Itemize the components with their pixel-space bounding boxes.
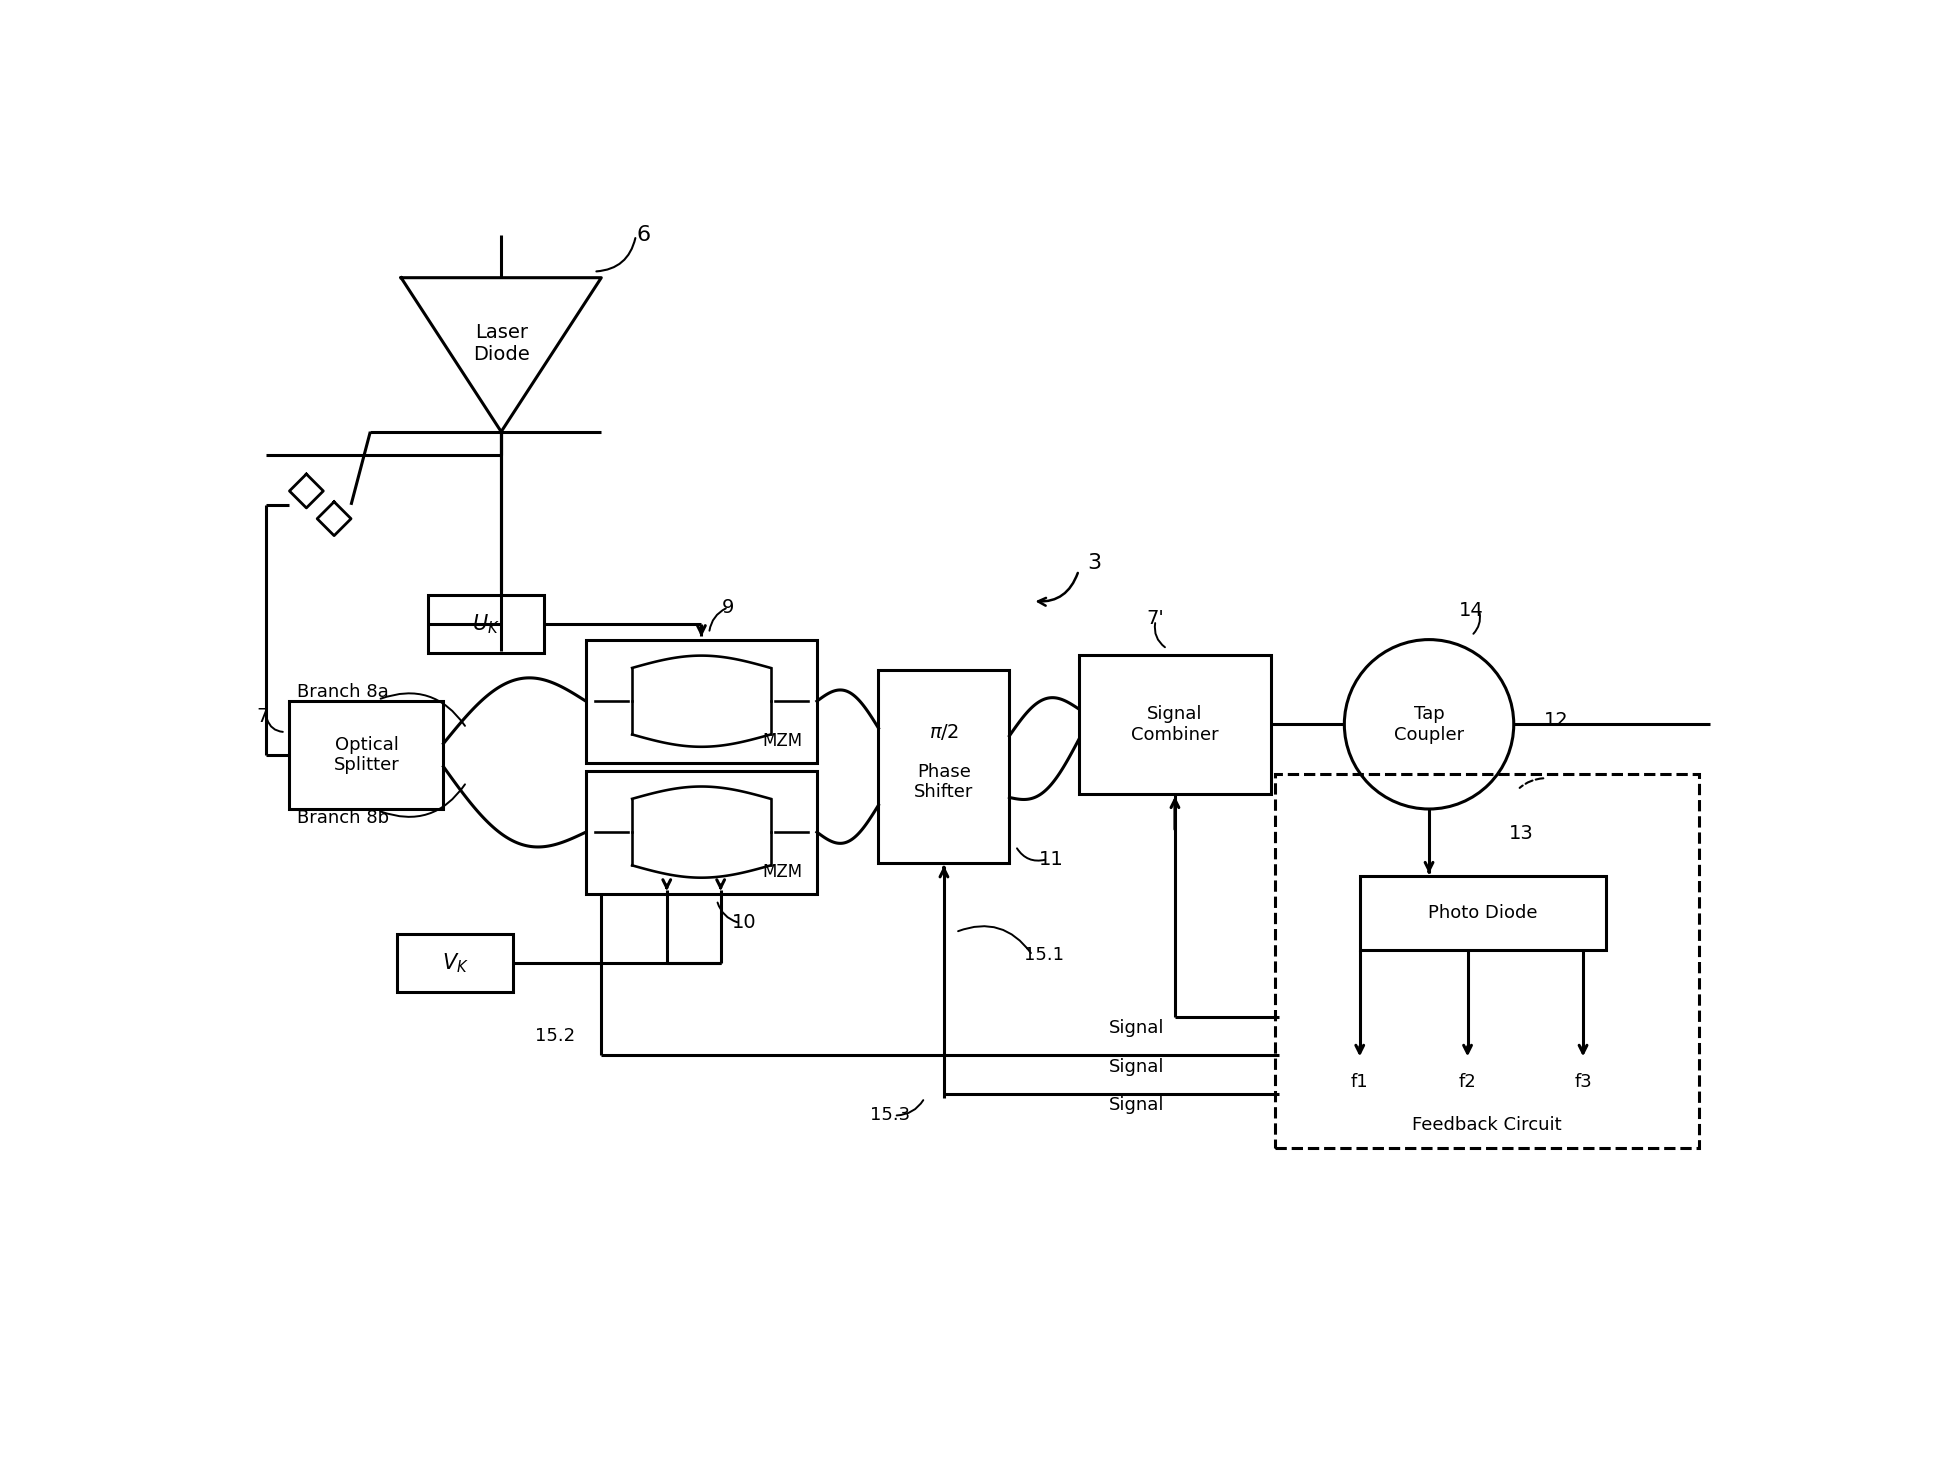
Text: Optical
Splitter: Optical Splitter: [333, 736, 399, 774]
Text: MZM: MZM: [762, 733, 802, 750]
Text: Signal: Signal: [1109, 1058, 1165, 1076]
Text: 14: 14: [1459, 601, 1485, 620]
Text: 15.1: 15.1: [1023, 946, 1064, 965]
Text: Signal: Signal: [1109, 1097, 1165, 1114]
Polygon shape: [401, 278, 601, 432]
Text: Signal: Signal: [1109, 1020, 1165, 1037]
Text: 15.3: 15.3: [870, 1107, 911, 1125]
Text: 7': 7': [1147, 608, 1165, 628]
Text: Branch 8a: Branch 8a: [297, 682, 390, 702]
Text: 6: 6: [636, 225, 651, 246]
Text: Phase
Shifter: Phase Shifter: [915, 762, 973, 802]
Text: 13: 13: [1510, 824, 1533, 844]
Text: Feedback Circuit: Feedback Circuit: [1413, 1116, 1562, 1134]
Text: 7: 7: [256, 707, 269, 727]
Bar: [1360, 876, 1607, 950]
Bar: [1079, 656, 1271, 793]
Text: f1: f1: [1351, 1073, 1368, 1091]
Text: 10: 10: [731, 913, 756, 932]
Text: Tap
Coupler: Tap Coupler: [1393, 704, 1463, 743]
Text: $\pi/2$: $\pi/2$: [928, 722, 959, 741]
Text: MZM: MZM: [762, 863, 802, 881]
Bar: [585, 771, 818, 894]
Text: Laser
Diode: Laser Diode: [473, 323, 529, 364]
Text: 9: 9: [723, 598, 735, 617]
Bar: [428, 595, 543, 653]
Text: 11: 11: [1039, 850, 1064, 869]
Text: Branch 8b: Branch 8b: [297, 810, 390, 827]
Bar: [289, 702, 444, 810]
Text: 15.2: 15.2: [535, 1027, 576, 1045]
Text: 3: 3: [1087, 552, 1101, 573]
Bar: [397, 934, 514, 992]
Text: 12: 12: [1545, 710, 1568, 730]
Text: Signal
Combiner: Signal Combiner: [1132, 704, 1219, 743]
Bar: [878, 670, 1010, 863]
Text: f2: f2: [1459, 1073, 1477, 1091]
Bar: [585, 639, 818, 762]
Text: f3: f3: [1574, 1073, 1591, 1091]
Text: $V_K$: $V_K$: [442, 952, 469, 975]
Bar: [1275, 774, 1698, 1148]
Text: $U_K$: $U_K$: [471, 613, 500, 636]
Text: Photo Diode: Photo Diode: [1428, 904, 1537, 922]
